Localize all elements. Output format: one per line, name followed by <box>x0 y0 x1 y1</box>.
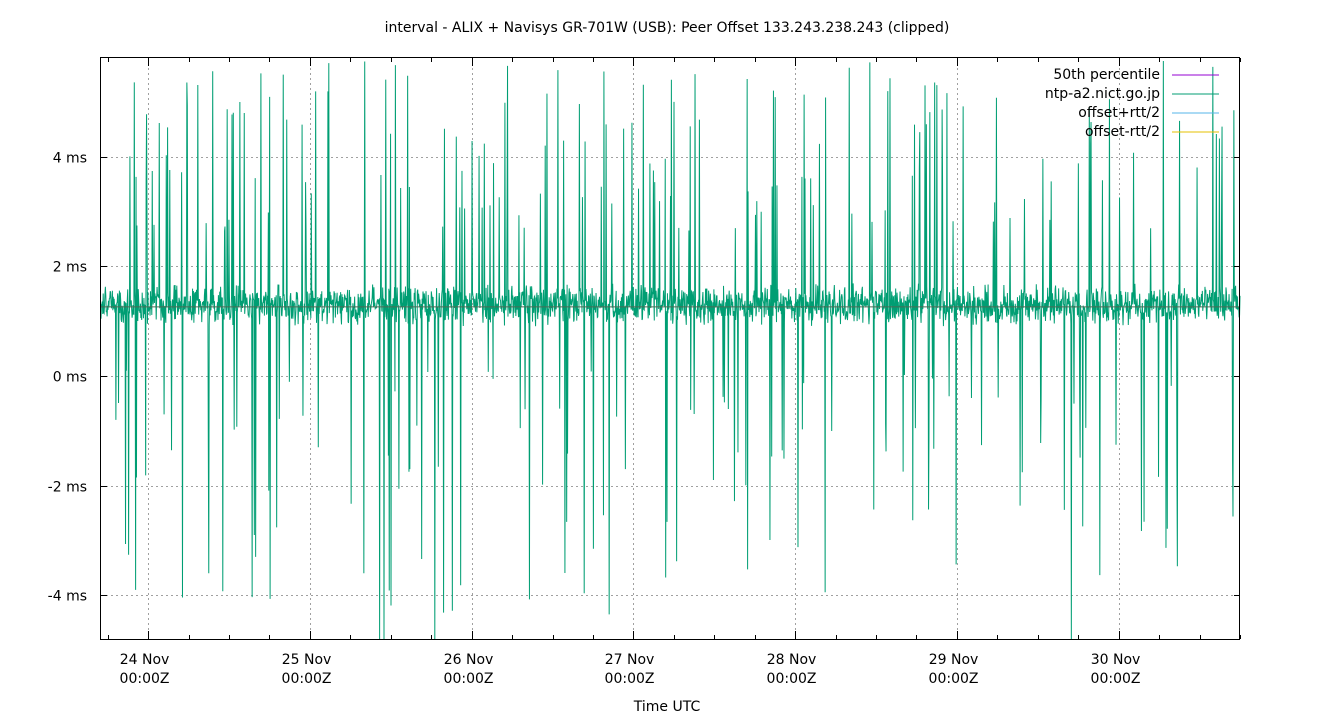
legend-label: 50th percentile <box>1053 67 1160 83</box>
legend-label: ntp-a2.nict.go.jp <box>1045 86 1160 102</box>
x-tick-label: 00:00Z <box>282 671 332 687</box>
x-tick-label: 00:00Z <box>605 671 655 687</box>
axes: 4 ms 2 ms 0 ms -2 ms -4 ms 24 Nov 00:00Z 25 Nov… <box>48 58 1241 687</box>
y-tick-label: 4 ms <box>53 151 87 167</box>
x-axis-label: Time UTC <box>633 699 701 715</box>
x-tick-label: 28 Nov <box>767 652 817 668</box>
x-tick-label: 24 Nov <box>120 652 170 668</box>
x-tick-label: 00:00Z <box>444 671 494 687</box>
legend-label: offset+rtt/2 <box>1078 105 1160 121</box>
y-tick-label: -4 ms <box>48 589 87 605</box>
x-tick-label: 00:00Z <box>767 671 817 687</box>
y-tick-label: 0 ms <box>53 370 87 386</box>
y-tick-label: -2 ms <box>48 480 87 496</box>
x-tick-label: 26 Nov <box>444 652 494 668</box>
legend: 50th percentile ntp-a2.nict.go.jp offset+r… <box>1045 67 1219 140</box>
grid <box>101 58 1240 639</box>
series-line-offset <box>100 61 1241 640</box>
x-tick-label: 00:00Z <box>120 671 170 687</box>
x-tick-label: 27 Nov <box>605 652 655 668</box>
x-tick-label: 00:00Z <box>1091 671 1141 687</box>
x-tick-label: 30 Nov <box>1091 652 1141 668</box>
legend-label: offset-rtt/2 <box>1085 124 1160 140</box>
y-tick-label: 2 ms <box>53 260 87 276</box>
x-tick-label: 25 Nov <box>282 652 332 668</box>
chart-title: interval - ALIX + Navisys GR-701W (USB):… <box>385 20 950 36</box>
x-tick-label: 00:00Z <box>929 671 979 687</box>
plot-border <box>100 57 1240 640</box>
x-tick-label: 29 Nov <box>929 652 979 668</box>
plot-area <box>100 61 1241 640</box>
